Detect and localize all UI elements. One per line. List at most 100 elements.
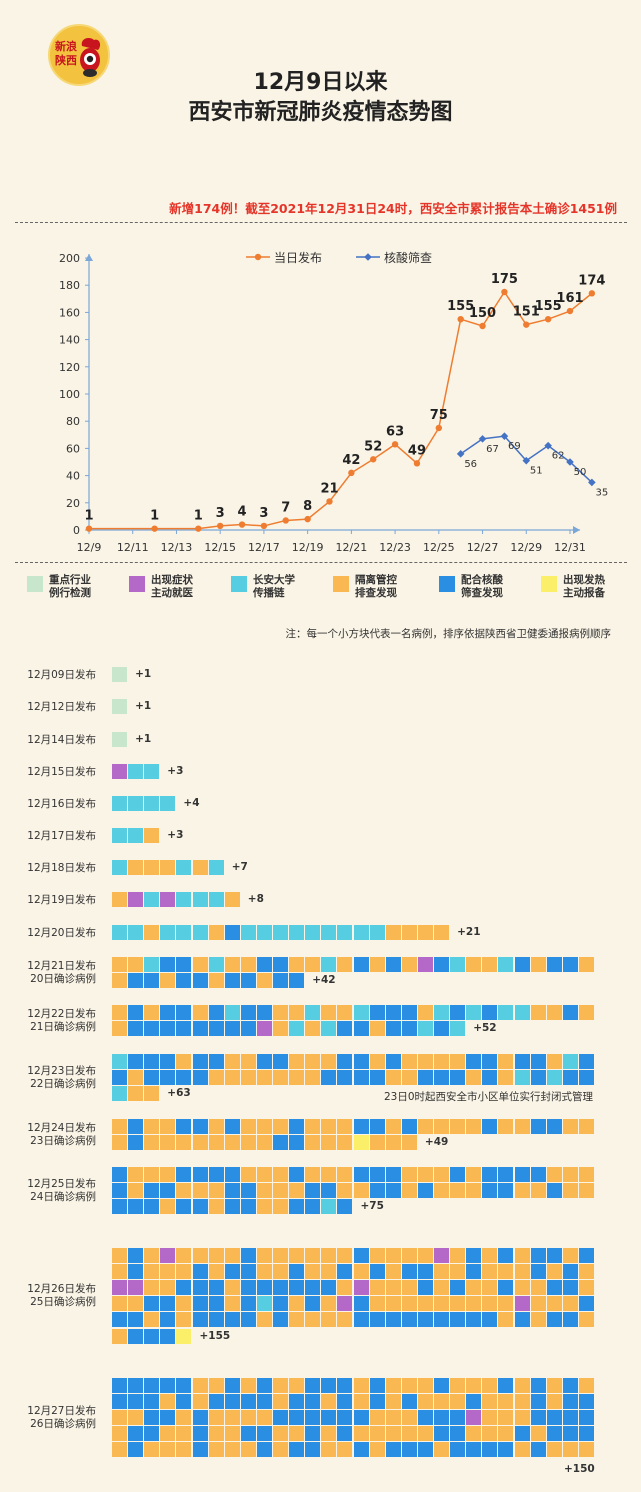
case-square (160, 973, 176, 989)
case-square (417, 1394, 433, 1410)
case-square (112, 925, 127, 940)
case-square (256, 1296, 272, 1312)
case-square (450, 1005, 466, 1020)
case-square (498, 1264, 514, 1280)
case-square (401, 1280, 417, 1296)
data-label: 175 (491, 272, 518, 287)
case-square (450, 1394, 466, 1410)
case-square (192, 1167, 208, 1182)
data-point (500, 432, 509, 440)
case-square (369, 1410, 385, 1426)
case-square (562, 1183, 578, 1199)
data-point (282, 517, 289, 524)
case-square (273, 1199, 288, 1215)
case-square (385, 1264, 401, 1280)
case-square (176, 957, 192, 972)
chart-ticks: 0 20 40 60 80 100 120 140 160 180 200 12/9 12/11 12/1… (59, 252, 586, 554)
case-square (128, 1135, 144, 1151)
case-square (160, 1426, 176, 1442)
line-chart: 0 20 40 60 80 100 120 140 160 180 200 12/9 12/11 12/1… (59, 250, 608, 554)
case-square (401, 1135, 417, 1151)
case-square (144, 973, 160, 989)
case-square (176, 1199, 192, 1215)
case-square (224, 1248, 240, 1263)
case-square (466, 957, 482, 972)
case-square (337, 1264, 353, 1280)
case-square (112, 1248, 127, 1263)
row-label: 12月17日发布 (27, 829, 96, 842)
case-square (144, 828, 160, 843)
case-square (224, 1021, 240, 1037)
case-square (176, 1054, 192, 1069)
case-square (208, 1135, 224, 1151)
case-square (144, 1167, 160, 1182)
case-square (401, 925, 417, 940)
case-square (498, 1005, 514, 1020)
case-square (240, 1312, 256, 1328)
row-label: 12月19日发布 (27, 893, 96, 906)
case-square (450, 1426, 466, 1442)
case-square (514, 1167, 530, 1182)
case-square (305, 1410, 321, 1426)
case-square (321, 1054, 337, 1069)
case-square (128, 1328, 144, 1344)
case-square (176, 1167, 192, 1182)
case-square (192, 925, 208, 940)
case-square (144, 1070, 160, 1086)
case-square (208, 1442, 224, 1458)
case-square (321, 957, 337, 972)
row-label: 12月18日发布 (27, 861, 96, 874)
case-square (240, 1442, 256, 1458)
data-point (370, 456, 377, 463)
case-square (289, 1378, 305, 1393)
case-square (369, 1248, 385, 1263)
case-square (562, 1442, 578, 1458)
case-square (321, 1005, 337, 1020)
case-square (450, 1070, 466, 1086)
case-square (208, 1378, 224, 1393)
y-tick-label: 160 (59, 306, 80, 319)
legend-swatch (439, 576, 455, 592)
case-square (417, 1119, 433, 1134)
case-square (337, 1135, 353, 1151)
case-square (176, 1119, 192, 1134)
case-square (482, 957, 498, 972)
case-square (256, 1410, 272, 1426)
case-square (466, 1167, 482, 1182)
case-square (546, 1426, 562, 1442)
case-square (208, 1005, 224, 1020)
case-square (305, 1378, 321, 1393)
case-square (289, 957, 305, 972)
data-label: 21 (320, 481, 338, 496)
case-square (562, 1054, 578, 1069)
case-square (208, 1199, 224, 1215)
case-square (240, 1410, 256, 1426)
row-count: +3 (167, 765, 184, 777)
case-square (160, 1264, 176, 1280)
case-square (289, 1070, 305, 1086)
case-square (208, 1070, 224, 1086)
case-square (128, 1054, 144, 1069)
row-label: 12月23日发布 22日确诊病例 (27, 1065, 96, 1091)
case-square (128, 1199, 144, 1215)
case-square (321, 1280, 337, 1296)
legend-marker (364, 253, 372, 261)
case-square (112, 1264, 127, 1280)
case-square (401, 1426, 417, 1442)
case-square (337, 1312, 353, 1328)
case-square (256, 1312, 272, 1328)
legend-label: 核酸筛查 (384, 250, 432, 265)
case-square (417, 925, 433, 940)
case-square (289, 925, 305, 940)
data-point (544, 441, 552, 450)
case-square (128, 892, 144, 907)
case-square (208, 925, 224, 940)
case-square (498, 1410, 514, 1426)
case-square (192, 1199, 208, 1215)
case-square (240, 1183, 256, 1199)
legend-label: 重点行业 例行检测 (49, 574, 91, 599)
case-square (289, 1264, 305, 1280)
y-tick-label: 20 (66, 497, 80, 510)
row-count: +4 (183, 797, 200, 809)
case-square (353, 1296, 369, 1312)
